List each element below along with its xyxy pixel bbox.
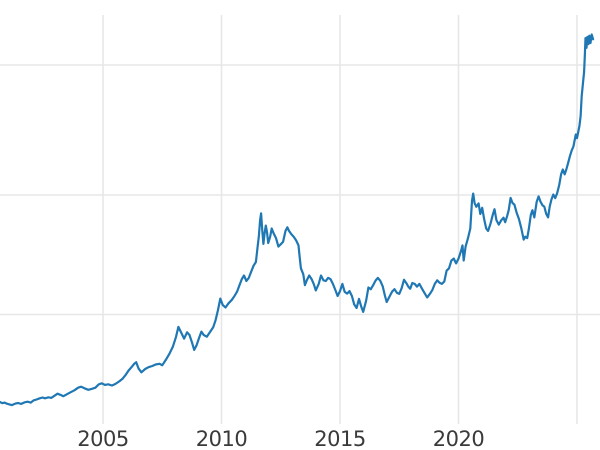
price-line-series [0, 33, 595, 407]
horizontal-gridlines [0, 64, 600, 316]
x-axis-tick-labels: 2005 2010 2015 2020 [77, 427, 484, 450]
x-tick-label: 2005 [77, 427, 128, 450]
x-tick-label: 2020 [433, 427, 484, 450]
x-tick-label: 2015 [314, 427, 365, 450]
x-tick-label: 2010 [196, 427, 247, 450]
vertical-gridlines [102, 15, 578, 424]
